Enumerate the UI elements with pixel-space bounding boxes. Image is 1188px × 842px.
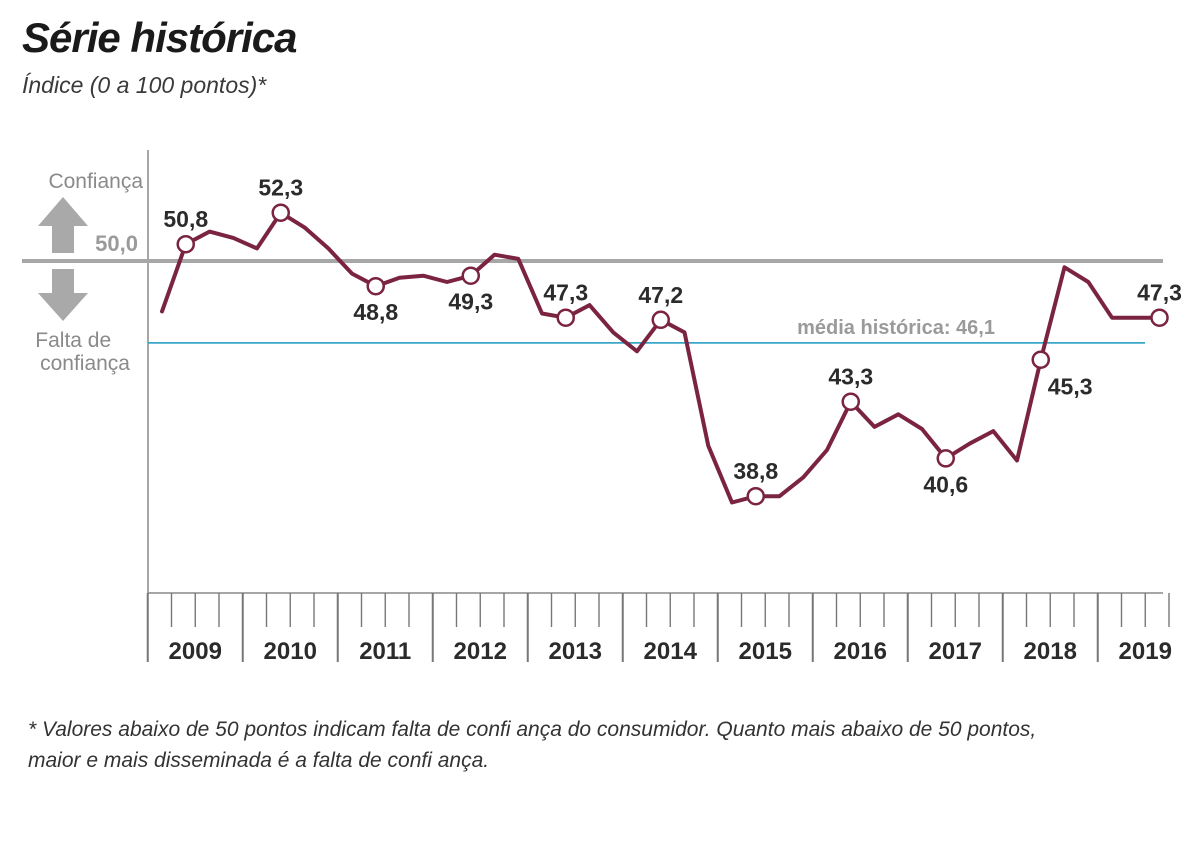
- point-marker: [746, 486, 765, 506]
- year-label: 2011: [359, 638, 411, 665]
- data-label: 47,3: [1137, 280, 1182, 306]
- year-label: 2010: [264, 638, 317, 665]
- data-label: 40,6: [923, 471, 968, 497]
- year-label: 2009: [169, 638, 222, 665]
- point-marker: [176, 234, 195, 254]
- series-line: [160, 210, 1162, 505]
- point-marker: [556, 308, 575, 327]
- lack-of-confidence-label: Falta de confiança: [35, 329, 130, 375]
- arrow-up-icon: [38, 197, 88, 253]
- data-label: 45,3: [1048, 374, 1093, 400]
- x-axis-ticks: [146, 593, 1170, 662]
- reference-line-50-label: 50,0: [95, 231, 138, 256]
- year-label: 2013: [549, 638, 602, 665]
- point-marker: [1150, 308, 1169, 327]
- data-label: 38,8: [733, 458, 778, 484]
- data-label: 48,8: [353, 299, 398, 325]
- year-label: 2019: [1119, 638, 1172, 665]
- point-marker: [936, 449, 955, 468]
- point-marker: [841, 392, 860, 411]
- data-label: 43,3: [828, 364, 873, 390]
- year-label: 2012: [454, 638, 507, 665]
- confidence-label: Confiança: [48, 170, 143, 193]
- chart-title: Série histórica: [22, 14, 297, 61]
- line-chart: 50,0 média histórica: 46,1 Confiança Fal…: [22, 150, 1182, 665]
- year-label: 2016: [834, 638, 887, 665]
- point-markers: [176, 203, 1169, 506]
- data-label: 52,3: [258, 175, 303, 201]
- point-marker: [271, 203, 290, 222]
- historical-average-label: média histórica: 46,1: [797, 317, 995, 339]
- data-labels: 50,8 52,3 48,8 49,3 47,3 47,2 38,8 43,3 40,6 45,3…: [163, 175, 1182, 498]
- year-label: 2014: [644, 638, 698, 665]
- point-marker: [461, 266, 480, 285]
- year-label: 2018: [1024, 638, 1077, 665]
- arrow-down-icon: [38, 269, 88, 321]
- chart-subtitle: Índice (0 a 100 pontos)*: [22, 72, 267, 98]
- data-label: 47,3: [543, 280, 588, 306]
- data-label: 47,2: [638, 282, 683, 308]
- data-label: 49,3: [448, 289, 493, 315]
- point-marker: [651, 310, 670, 330]
- point-marker: [1031, 350, 1050, 369]
- footnote: * Valores abaixo de 50 pontos indicam fa…: [28, 718, 1037, 772]
- x-axis-year-labels: 2009 2010 2011 2012 2013 2014 2015 2016 2017 2018…: [169, 638, 1172, 665]
- year-label: 2017: [929, 638, 982, 665]
- year-label: 2015: [739, 638, 792, 665]
- data-label: 50,8: [163, 206, 208, 232]
- point-marker: [366, 276, 385, 296]
